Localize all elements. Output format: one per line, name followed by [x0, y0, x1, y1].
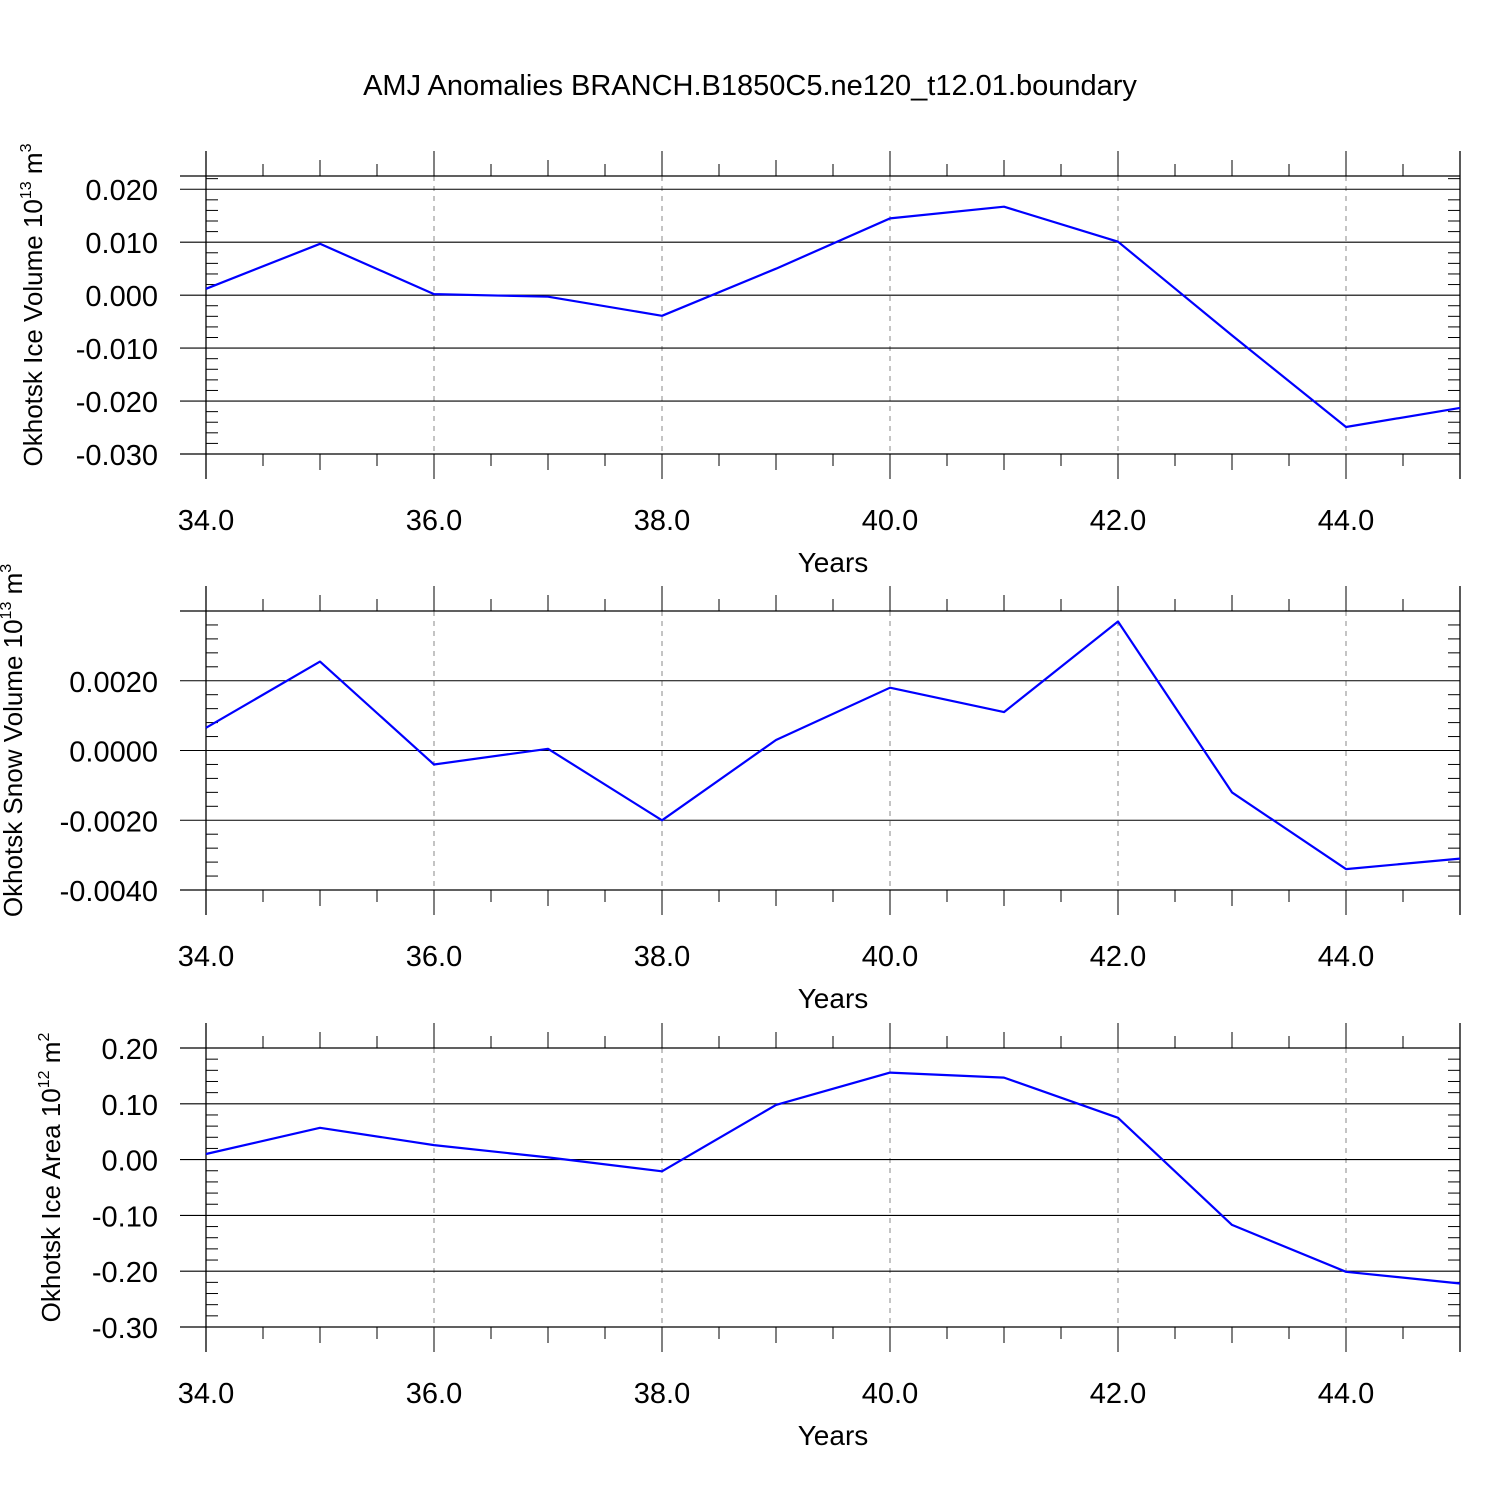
x-tick-label: 36.0 — [406, 941, 462, 973]
y-axis-label: Okhotsk Ice Volume 1013 m3 — [18, 143, 48, 466]
y-axis-label: Okhotsk Snow Volume 1013 m3 — [0, 564, 28, 917]
x-tick-label: 38.0 — [634, 505, 690, 537]
panel-1: -0.030 -0.020 -0.010 0.000 0.010 0.020 34.0 36.… — [18, 143, 1461, 578]
x-tick-label: 44.0 — [1318, 1378, 1374, 1410]
y-tick-label: 0.000 — [85, 281, 158, 313]
y-tick-label: 0.20 — [102, 1034, 158, 1066]
y-tick-label: 0.0020 — [69, 667, 158, 699]
y-tick-label: -0.0040 — [60, 876, 158, 908]
series-line — [205, 205, 1461, 429]
x-axis-label: Years — [798, 547, 869, 578]
panel-3: -0.30 -0.20 -0.10 0.00 0.10 0.20 34.0 36.0 38.0 4… — [36, 1023, 1461, 1451]
x-tick-label: 36.0 — [406, 1378, 462, 1410]
y-tick-label: 0.00 — [102, 1146, 158, 1178]
x-axis-label: Years — [798, 1420, 869, 1451]
x-tick-label: 38.0 — [634, 941, 690, 973]
x-tick-label: 34.0 — [178, 1378, 234, 1410]
panel-2: -0.0040 -0.0020 0.0000 0.0020 34.0 36.0 38.0 40… — [0, 564, 1461, 1014]
series-line — [205, 1071, 1461, 1285]
series-line — [205, 620, 1461, 871]
y-tick-label: -0.10 — [92, 1201, 158, 1233]
y-tick-label: -0.0020 — [60, 806, 158, 838]
x-tick-label: 36.0 — [406, 505, 462, 537]
y-tick-label: -0.030 — [76, 440, 158, 472]
y-tick-label: 0.020 — [85, 175, 158, 207]
x-tick-label: 42.0 — [1090, 505, 1146, 537]
x-tick-label: 40.0 — [862, 941, 918, 973]
x-tick-label: 34.0 — [178, 941, 234, 973]
y-tick-label: -0.30 — [92, 1313, 158, 1345]
x-tick-label: 44.0 — [1318, 505, 1374, 537]
x-tick-label: 34.0 — [178, 505, 234, 537]
chart-title: AMJ Anomalies BRANCH.B1850C5.ne120_t12.0… — [363, 70, 1137, 102]
x-tick-label: 38.0 — [634, 1378, 690, 1410]
y-tick-label: -0.20 — [92, 1257, 158, 1289]
x-axis-label: Years — [798, 983, 869, 1014]
x-tick-label: 42.0 — [1090, 941, 1146, 973]
y-tick-label: -0.020 — [76, 387, 158, 419]
y-tick-label: 0.0000 — [69, 737, 158, 769]
x-tick-label: 40.0 — [862, 1378, 918, 1410]
x-tick-label: 40.0 — [862, 505, 918, 537]
y-tick-label: 0.10 — [102, 1090, 158, 1122]
x-tick-label: 42.0 — [1090, 1378, 1146, 1410]
y-tick-label: -0.010 — [76, 334, 158, 366]
y-tick-label: 0.010 — [85, 228, 158, 260]
x-tick-label: 44.0 — [1318, 941, 1374, 973]
y-axis-label: Okhotsk Ice Area 1012 m2 — [36, 1033, 66, 1323]
